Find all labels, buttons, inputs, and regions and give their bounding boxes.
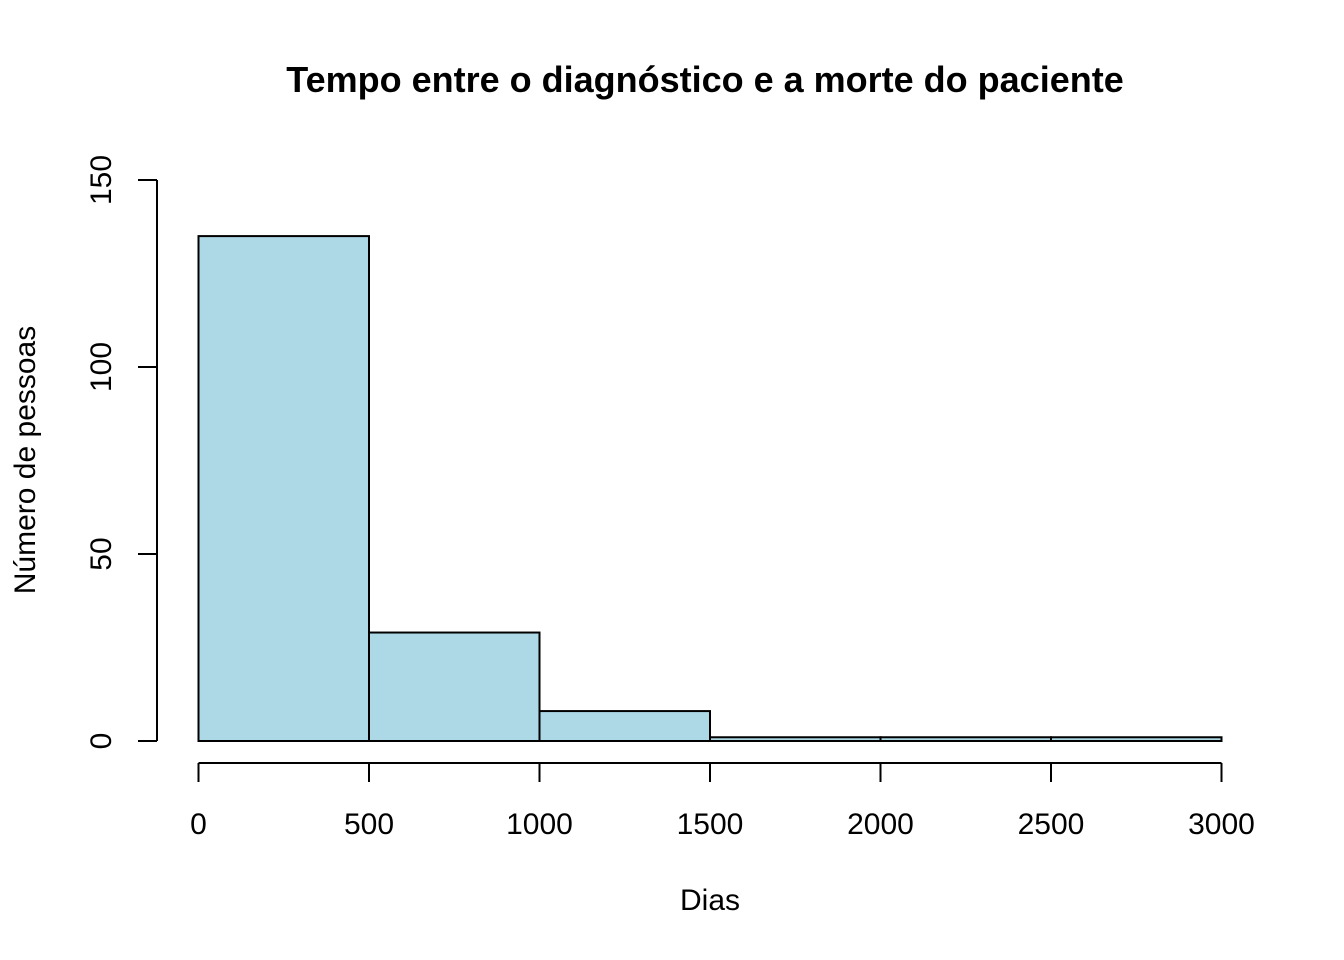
y-tick-label: 0 bbox=[85, 733, 118, 750]
x-tick-label: 0 bbox=[190, 808, 207, 841]
chart-title: Tempo entre o diagnóstico e a morte do p… bbox=[286, 59, 1123, 100]
x-tick-label: 1000 bbox=[506, 808, 573, 841]
x-tick-label: 2500 bbox=[1018, 808, 1085, 841]
y-axis: 0 50 100 150 bbox=[85, 155, 158, 750]
x-axis: 0 500 1000 1500 2000 2500 3000 bbox=[190, 762, 1255, 841]
y-tick-label: 50 bbox=[85, 537, 118, 570]
y-axis-label: Número de pessoas bbox=[9, 326, 42, 594]
x-tick-label: 2000 bbox=[847, 808, 914, 841]
histogram-bar bbox=[368, 631, 541, 742]
y-tick-label: 150 bbox=[85, 155, 118, 205]
histogram-bar bbox=[879, 736, 1052, 743]
histogram-bars bbox=[197, 235, 1223, 743]
histogram-bar bbox=[538, 710, 711, 743]
x-tick-label: 500 bbox=[344, 808, 394, 841]
histogram-bar bbox=[709, 736, 882, 743]
x-tick-label: 3000 bbox=[1188, 808, 1255, 841]
histogram-bar bbox=[197, 235, 370, 742]
histogram-bar bbox=[1050, 736, 1223, 743]
y-tick-label: 100 bbox=[85, 342, 118, 392]
x-axis-label: Dias bbox=[680, 884, 740, 917]
x-tick-label: 1500 bbox=[677, 808, 744, 841]
